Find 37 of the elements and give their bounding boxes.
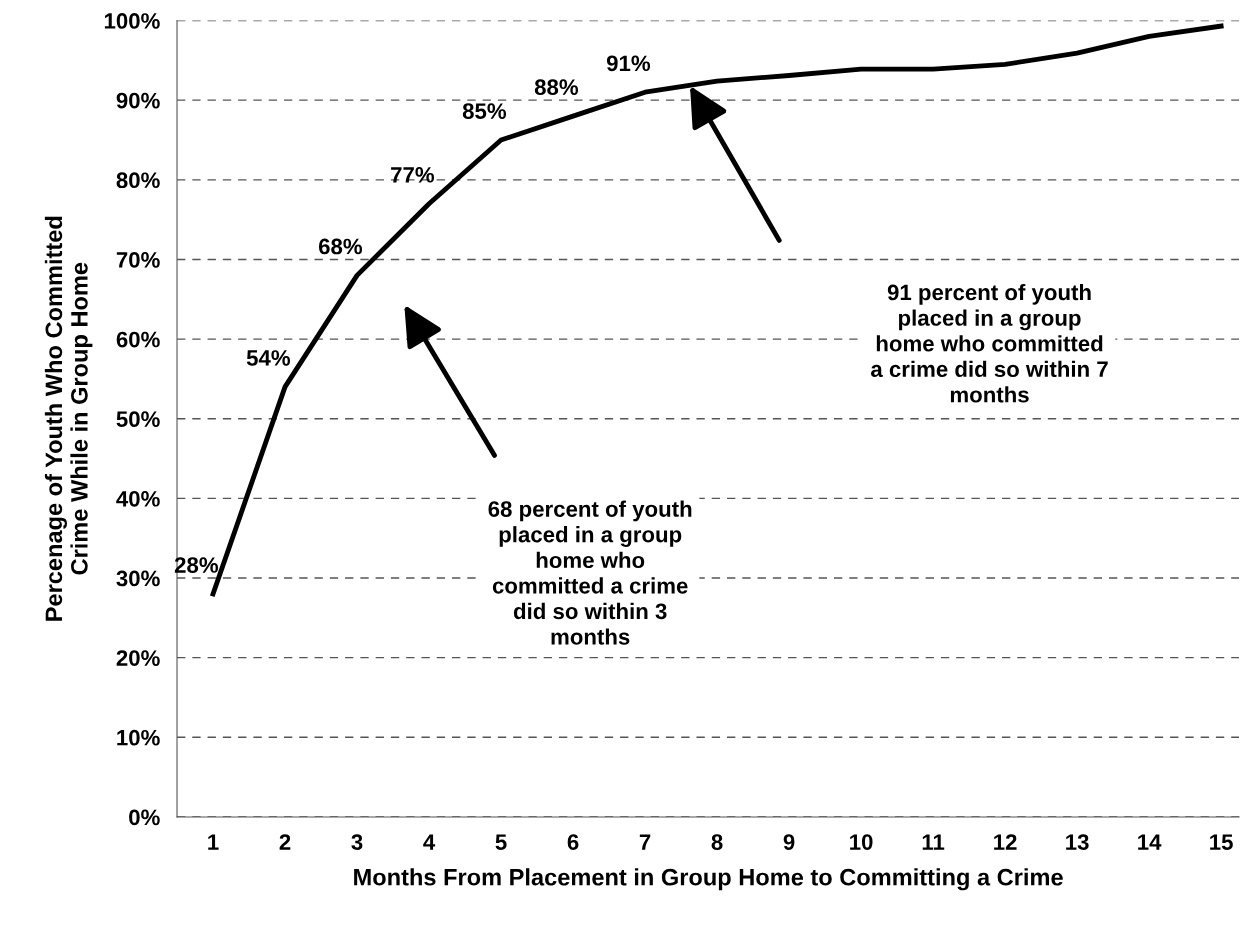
x-tick-label: 10 bbox=[850, 834, 873, 850]
x-axis-title: Months From Placement in Group Home to Committing a Crime bbox=[354, 868, 1063, 891]
y-tick-label: 100% bbox=[104, 13, 160, 29]
y-tick-label: 10% bbox=[117, 729, 160, 746]
data-label: 28% bbox=[174, 557, 219, 573]
x-tick-label: 6 bbox=[567, 834, 579, 850]
y-tick-label: 40% bbox=[116, 490, 160, 507]
data-label: 91% bbox=[606, 55, 651, 72]
y-tick-label: 20% bbox=[116, 650, 160, 666]
x-tick-label: 5 bbox=[495, 834, 507, 850]
x-tick-label: 2 bbox=[279, 834, 291, 850]
data-label: 54% bbox=[246, 350, 291, 366]
y-axis-title: Percenage of Youth Who Committed Crime While in Group Home bbox=[44, 216, 93, 621]
data-label: 68% bbox=[318, 238, 363, 255]
y-tick-label: 70% bbox=[116, 252, 160, 268]
x-tick-label: 14 bbox=[1138, 834, 1162, 850]
x-tick-label: 3 bbox=[351, 834, 363, 850]
x-tick-label: 7 bbox=[639, 834, 651, 850]
y-tick-label: 30% bbox=[116, 570, 160, 587]
annotation: 68 percent of youth placed in a group home who committed a crime did so within 3 months bbox=[488, 500, 692, 645]
data-label: 85% bbox=[462, 103, 507, 119]
x-tick-label: 11 bbox=[922, 834, 945, 850]
y-tick-label: 0% bbox=[129, 809, 160, 826]
y-tick-label: 80% bbox=[116, 172, 160, 189]
x-tick-label: 4 bbox=[423, 834, 436, 850]
x-tick-label: 12 bbox=[994, 834, 1017, 850]
x-tick-label: 9 bbox=[783, 834, 795, 850]
y-tick-label: 90% bbox=[116, 92, 160, 109]
x-tick-label: 1 bbox=[208, 834, 219, 850]
annotation: 91 percent of youth placed in a group home who committed a crime did so within 7 months bbox=[871, 283, 1108, 403]
data-label: 88% bbox=[534, 79, 579, 96]
y-tick-label: 60% bbox=[116, 331, 160, 348]
x-tick-label: 13 bbox=[1066, 834, 1089, 850]
y-tick-label: 50% bbox=[116, 411, 160, 428]
x-tick-label: 8 bbox=[711, 834, 723, 850]
x-tick-label: 15 bbox=[1210, 834, 1233, 850]
data-label: 77% bbox=[391, 166, 435, 183]
